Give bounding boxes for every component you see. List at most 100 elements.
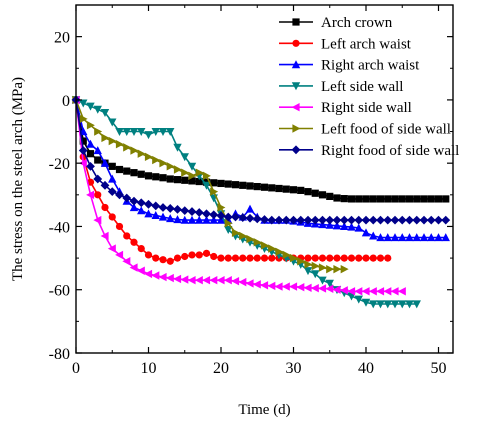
data-point bbox=[325, 220, 334, 229]
data-point bbox=[434, 215, 443, 225]
data-point bbox=[180, 215, 189, 224]
data-point bbox=[231, 181, 240, 189]
data-point bbox=[369, 231, 378, 240]
data-point bbox=[245, 279, 254, 288]
data-point bbox=[137, 245, 145, 253]
legend-label: Left arch waist bbox=[321, 36, 412, 52]
data-point bbox=[260, 254, 269, 262]
data-point bbox=[413, 195, 421, 203]
data-point bbox=[115, 190, 124, 200]
data-point bbox=[159, 158, 168, 168]
data-point bbox=[93, 215, 102, 225]
data-point bbox=[79, 137, 87, 145]
y-tick-label: -40 bbox=[49, 219, 70, 236]
data-point bbox=[311, 261, 320, 271]
data-point bbox=[267, 281, 276, 291]
data-point bbox=[296, 215, 306, 225]
data-point bbox=[93, 146, 102, 155]
data-point bbox=[355, 195, 363, 203]
data-point bbox=[311, 254, 319, 262]
data-point bbox=[318, 276, 327, 285]
data-point bbox=[100, 231, 109, 241]
legend: Arch crown Left arch waist Right arch wais… bbox=[279, 15, 459, 159]
data-point bbox=[224, 180, 232, 188]
data-point bbox=[144, 172, 153, 180]
data-point bbox=[136, 266, 145, 275]
data-point bbox=[390, 233, 400, 242]
data-point bbox=[376, 287, 385, 296]
data-point bbox=[303, 215, 313, 225]
data-point bbox=[340, 195, 348, 203]
data-point bbox=[144, 152, 153, 162]
x-tick-label: 50 bbox=[431, 360, 447, 377]
legend-item: Right side wall bbox=[279, 100, 412, 116]
data-point bbox=[151, 201, 161, 211]
data-point bbox=[383, 300, 392, 309]
data-point bbox=[340, 264, 349, 274]
data-point bbox=[231, 254, 240, 262]
data-point bbox=[144, 269, 153, 279]
data-point bbox=[325, 279, 334, 288]
data-point bbox=[420, 195, 428, 203]
data-point bbox=[187, 215, 197, 224]
data-point bbox=[78, 158, 87, 168]
data-point bbox=[224, 219, 233, 228]
legend-marker bbox=[291, 60, 301, 69]
legend-marker bbox=[292, 18, 300, 26]
legend-marker bbox=[291, 145, 301, 155]
data-point bbox=[238, 213, 248, 222]
legend-label: Left side wall bbox=[321, 79, 403, 95]
data-point bbox=[362, 254, 370, 262]
data-point bbox=[188, 251, 196, 259]
data-point bbox=[181, 176, 189, 184]
data-point bbox=[224, 226, 233, 235]
data-point bbox=[93, 105, 102, 114]
data-point bbox=[303, 283, 312, 293]
data-point bbox=[253, 238, 262, 247]
data-point bbox=[195, 168, 204, 177]
data-point bbox=[362, 195, 370, 203]
data-point bbox=[144, 199, 153, 209]
data-point bbox=[202, 249, 211, 257]
series-left-food-of-side-wall bbox=[72, 95, 349, 274]
data-point bbox=[340, 254, 348, 262]
data-point bbox=[86, 139, 95, 148]
legend-item: Arch crown bbox=[279, 15, 393, 31]
data-point bbox=[137, 149, 146, 158]
data-point bbox=[158, 212, 168, 221]
data-point bbox=[217, 254, 225, 262]
data-point bbox=[122, 193, 132, 203]
data-point bbox=[268, 244, 277, 253]
legend-item: Left food of side wall bbox=[279, 122, 451, 138]
data-point bbox=[274, 282, 283, 291]
data-point bbox=[354, 287, 363, 296]
data-point bbox=[152, 155, 161, 165]
data-point bbox=[231, 212, 240, 222]
data-point bbox=[303, 267, 313, 276]
data-point bbox=[173, 204, 182, 214]
data-point bbox=[311, 189, 319, 197]
data-point bbox=[136, 198, 146, 208]
data-point bbox=[268, 184, 276, 192]
x-tick-label: 30 bbox=[286, 360, 302, 377]
y-tick-label: 0 bbox=[62, 93, 70, 110]
data-point bbox=[180, 153, 189, 162]
data-point bbox=[202, 181, 211, 190]
data-point bbox=[376, 215, 385, 225]
data-point bbox=[311, 270, 320, 279]
data-point bbox=[405, 300, 414, 309]
data-point bbox=[173, 143, 182, 152]
data-point bbox=[325, 215, 335, 225]
data-point bbox=[209, 210, 219, 220]
plot-area bbox=[71, 95, 451, 309]
data-point bbox=[129, 196, 139, 206]
data-point bbox=[318, 254, 327, 262]
data-point bbox=[390, 287, 399, 296]
data-point bbox=[93, 174, 103, 184]
data-point bbox=[427, 233, 436, 242]
legend-label: Right side wall bbox=[321, 100, 412, 116]
data-point bbox=[260, 183, 269, 191]
data-point bbox=[332, 221, 342, 230]
data-point bbox=[412, 233, 421, 242]
